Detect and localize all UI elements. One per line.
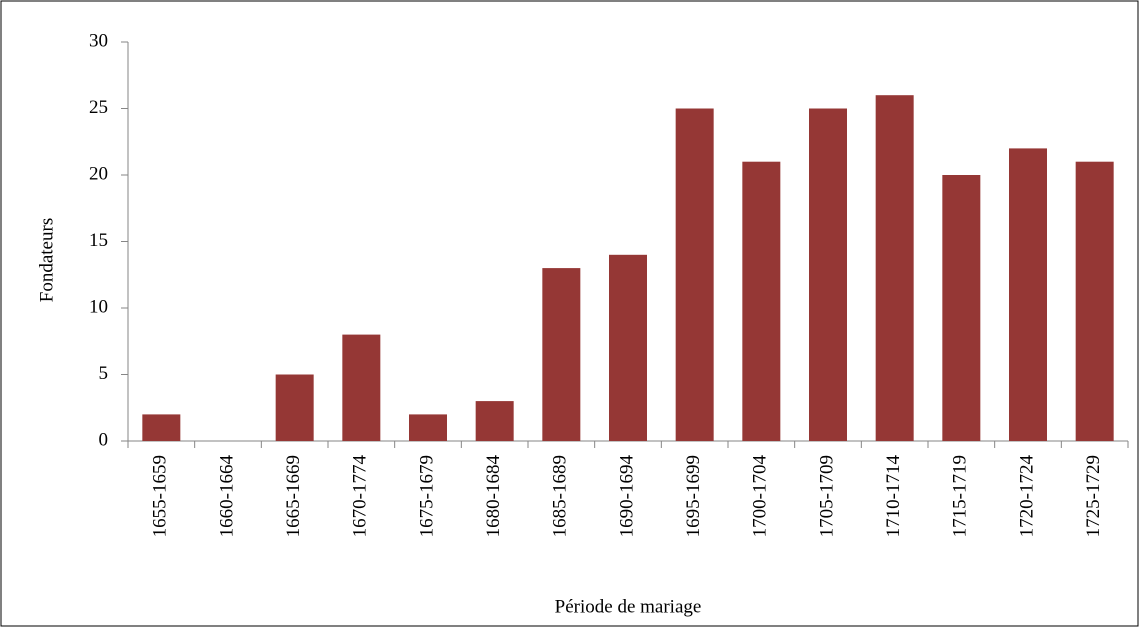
bar bbox=[142, 414, 181, 441]
bar bbox=[475, 401, 514, 441]
y-tick-label: 20 bbox=[89, 163, 108, 184]
x-tick-label: 1680-1684 bbox=[483, 455, 504, 538]
bar bbox=[609, 254, 647, 441]
x-tick-label: 1690-1694 bbox=[616, 455, 637, 538]
y-tick-label: 0 bbox=[99, 429, 109, 450]
x-tick-label: 1725-1729 bbox=[1083, 455, 1104, 537]
x-tick-label: 1720-1724 bbox=[1016, 455, 1037, 538]
bar bbox=[542, 268, 581, 441]
y-tick-label: 15 bbox=[89, 230, 108, 251]
bar bbox=[409, 414, 447, 441]
x-tick-label: 1665-1669 bbox=[283, 455, 304, 537]
x-tick-label: 1710-1714 bbox=[883, 455, 904, 538]
bar bbox=[875, 95, 914, 441]
y-tick-label: 25 bbox=[89, 97, 108, 118]
bar bbox=[342, 334, 381, 441]
x-tick-label: 1660-1664 bbox=[216, 455, 237, 538]
bar bbox=[942, 175, 981, 441]
x-axis-label: Période de mariage bbox=[555, 596, 702, 617]
x-tick-label: 1670-1774 bbox=[350, 455, 371, 538]
x-tick-label: 1685-1689 bbox=[550, 455, 571, 537]
bar bbox=[1009, 148, 1047, 441]
x-tick-label: 1700-1704 bbox=[750, 455, 771, 538]
y-tick-label: 5 bbox=[99, 363, 109, 384]
bar bbox=[275, 374, 314, 441]
bar bbox=[1075, 161, 1114, 441]
y-tick-label: 30 bbox=[89, 30, 108, 51]
bar bbox=[675, 108, 714, 441]
x-tick-label: 1655-1659 bbox=[150, 455, 171, 537]
x-tick-label: 1715-1719 bbox=[950, 455, 971, 537]
y-axis-label: Fondateurs bbox=[36, 218, 57, 302]
bar bbox=[809, 108, 847, 441]
x-tick-label: 1675-1679 bbox=[416, 455, 437, 537]
bar bbox=[742, 161, 781, 441]
x-tick-label: 1705-1709 bbox=[816, 455, 837, 537]
x-tick-label: 1695-1699 bbox=[683, 455, 704, 537]
y-tick-label: 10 bbox=[89, 296, 108, 317]
